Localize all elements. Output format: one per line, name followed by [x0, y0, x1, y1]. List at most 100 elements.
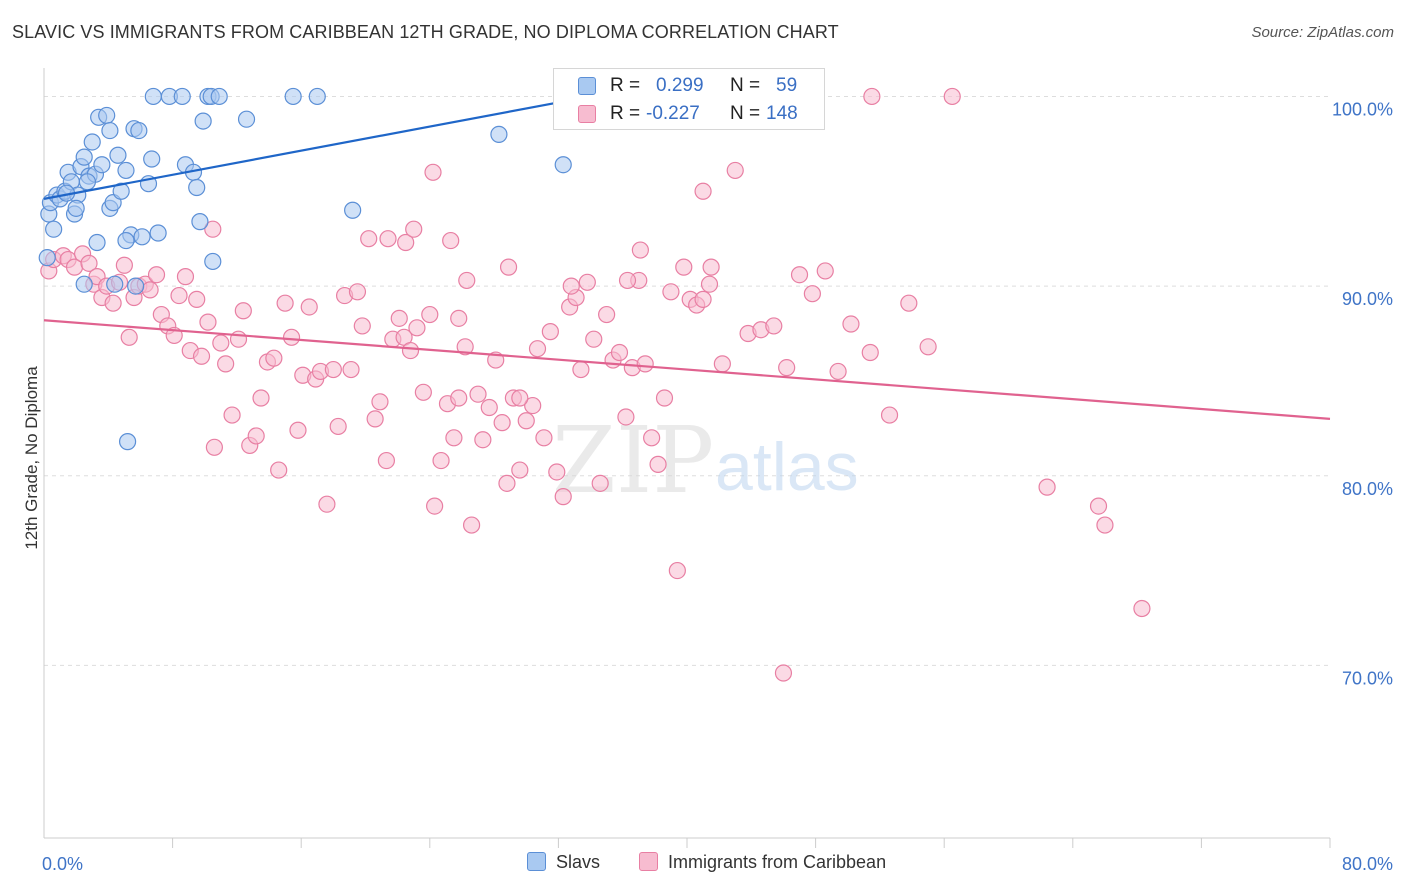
caribbean-point	[919, 338, 937, 356]
legend-r-value: 0.299	[656, 75, 704, 96]
slavs-point	[490, 125, 508, 143]
caribbean-point	[713, 355, 731, 373]
caribbean-point	[548, 463, 566, 481]
caribbean-trend-line	[43, 319, 1331, 420]
slavs-point	[93, 156, 111, 174]
slavs-point	[204, 252, 222, 271]
caribbean-point	[861, 343, 879, 362]
caribbean-point	[829, 362, 847, 381]
caribbean-point	[377, 451, 395, 470]
y-tick-label: 70.0%	[1342, 668, 1393, 688]
caribbean-point	[631, 241, 649, 259]
caribbean-point	[371, 393, 389, 411]
caribbean-point	[790, 266, 809, 284]
slavs-point	[188, 178, 206, 197]
slavs-point	[344, 201, 362, 219]
slavs-point	[284, 87, 302, 106]
caribbean-point	[223, 406, 241, 424]
caribbean-point	[432, 451, 450, 470]
caribbean-point	[572, 360, 590, 379]
caribbean-point	[442, 231, 460, 250]
caribbean-point	[205, 438, 223, 456]
slavs-point	[130, 121, 148, 140]
slavs-point	[117, 231, 135, 250]
slavs-point	[194, 112, 212, 130]
slavs-point	[45, 220, 63, 238]
caribbean-point	[900, 294, 918, 312]
y-tick-labels: 100.0% 90.0% 80.0% 70.0%	[1332, 99, 1393, 688]
caribbean-point	[176, 268, 195, 286]
caribbean-point	[234, 302, 252, 320]
caribbean-point	[816, 262, 834, 280]
caribbean-point	[694, 182, 712, 200]
caribbean-point	[726, 161, 744, 180]
caribbean-point	[617, 408, 635, 426]
caribbean-point	[450, 389, 468, 407]
caribbean-point	[528, 340, 547, 358]
slavs-point	[112, 182, 130, 200]
slavs-point	[554, 156, 572, 174]
caribbean-point	[774, 664, 793, 682]
caribbean-point	[578, 273, 596, 291]
slavs-point	[98, 106, 116, 125]
y-tick-label: 80.0%	[1342, 479, 1393, 499]
caribbean-point	[401, 341, 420, 360]
caribbean-point	[694, 290, 712, 308]
caribbean-point	[342, 360, 360, 379]
caribbean-legend-swatch	[639, 852, 658, 871]
caribbean-point	[675, 258, 693, 276]
caribbean-point	[353, 317, 371, 335]
source-credit: Source: ZipAtlas.com	[1251, 24, 1394, 41]
caribbean-point	[562, 277, 580, 295]
caribbean-point	[511, 389, 529, 407]
legend-r-label: R =	[610, 75, 641, 96]
x-ticks	[172, 838, 1331, 848]
caribbean-point	[445, 429, 463, 447]
slavs-legend-label: Slavs	[556, 852, 601, 872]
caribbean-point	[1038, 478, 1056, 496]
slavs-point	[149, 224, 167, 242]
legend-n-label: N =	[730, 103, 761, 124]
caribbean-point	[397, 233, 415, 252]
caribbean-point	[414, 383, 432, 401]
caribbean-point	[610, 343, 629, 362]
caribbean-point	[141, 281, 159, 299]
caribbean-point	[247, 427, 265, 445]
slavs-point	[67, 199, 85, 217]
caribbean-point	[318, 495, 336, 513]
caribbean-point	[469, 385, 487, 403]
x-tick-label: 0.0%	[42, 854, 83, 874]
legend-n-value: 59	[776, 75, 798, 96]
watermark: ZIP atlas	[552, 407, 859, 514]
caribbean-point	[668, 561, 686, 580]
slavs-point	[75, 148, 93, 166]
stats-legend: R = 0.299 N = 59 R = -0.227 N = 148	[553, 68, 825, 130]
caribbean-point	[511, 461, 529, 479]
slavs-point	[109, 146, 127, 164]
legend-n-value: 148	[766, 103, 798, 124]
caribbean-point	[276, 294, 294, 312]
caribbean-point	[120, 328, 138, 346]
caribbean-legend-label: Immigrants from Caribbean	[668, 852, 887, 872]
caribbean-point	[265, 349, 283, 367]
caribbean-point	[421, 305, 439, 324]
y-tick-label: 90.0%	[1342, 289, 1393, 309]
caribbean-point	[80, 254, 98, 272]
slavs-point	[191, 213, 209, 231]
watermark-atlas: atlas	[715, 429, 859, 505]
slavs-point	[308, 87, 326, 106]
caribbean-point	[517, 412, 535, 430]
bottom-legend-caribbean: Immigrants from Caribbean	[639, 852, 886, 873]
caribbean-point	[348, 283, 367, 301]
grid-lines	[44, 95, 1330, 666]
caribbean-point	[554, 488, 572, 506]
caribbean-point	[212, 334, 230, 352]
caribbean-point	[655, 389, 674, 407]
caribbean-swatch	[578, 105, 596, 123]
caribbean-point	[199, 313, 217, 331]
caribbean-point	[390, 309, 408, 327]
slavs-swatch	[578, 77, 596, 95]
y-axis-label: 12th Grade, No Diploma	[22, 366, 41, 550]
slavs-trend-line	[43, 95, 591, 200]
caribbean-point	[300, 298, 318, 316]
